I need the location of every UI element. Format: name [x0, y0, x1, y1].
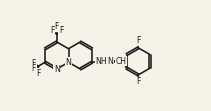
Text: NH: NH: [95, 57, 107, 66]
Text: N: N: [107, 57, 113, 66]
Text: N: N: [54, 64, 60, 73]
Text: F: F: [31, 59, 36, 68]
Text: F: F: [136, 37, 141, 46]
Text: F: F: [55, 22, 59, 31]
Text: CH: CH: [115, 57, 126, 66]
Text: F: F: [32, 64, 36, 73]
Text: F: F: [50, 26, 55, 35]
Text: F: F: [36, 69, 40, 78]
Text: F: F: [59, 26, 63, 35]
Text: N: N: [66, 58, 72, 67]
Text: F: F: [136, 77, 141, 86]
